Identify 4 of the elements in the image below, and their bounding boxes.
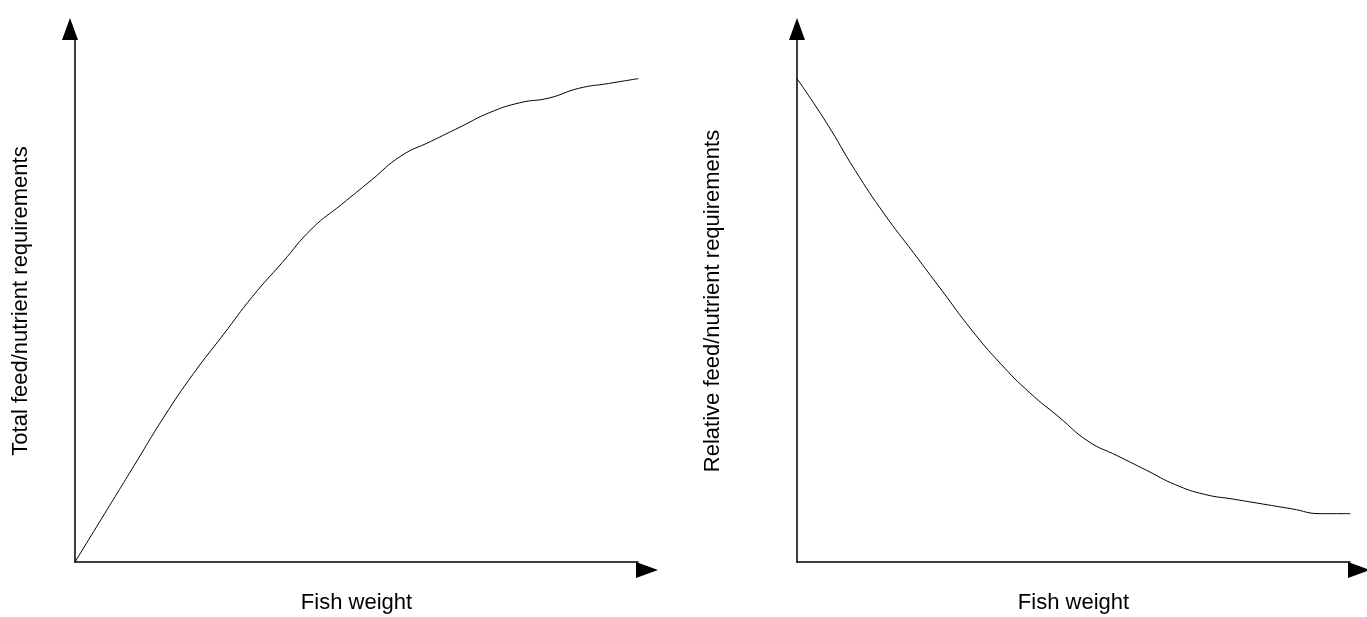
y-axis-title: Relative feed/nutrient requirements bbox=[698, 129, 724, 473]
y-axis-title: Total feed/nutrient requirements bbox=[6, 146, 32, 456]
x-axis-title: Fish weight bbox=[1017, 588, 1130, 614]
x-axis-title: Fish weight bbox=[300, 588, 413, 614]
